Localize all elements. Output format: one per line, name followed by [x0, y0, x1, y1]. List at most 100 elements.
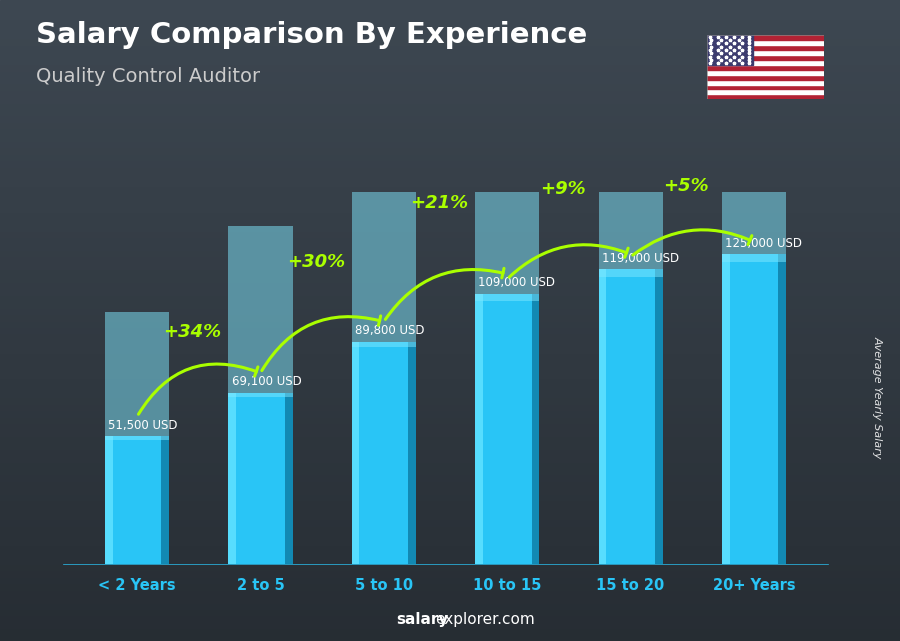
Bar — [0, 513, 900, 519]
Bar — [0, 622, 900, 628]
Bar — [0, 500, 900, 506]
Bar — [0, 577, 900, 583]
Bar — [655, 269, 662, 564]
Bar — [0, 385, 900, 391]
Bar — [0, 263, 900, 269]
Text: 119,000 USD: 119,000 USD — [602, 252, 679, 265]
Bar — [722, 254, 786, 564]
Bar — [0, 38, 900, 45]
Bar — [0, 301, 900, 308]
Bar — [0, 468, 900, 474]
Bar — [0, 218, 900, 224]
Bar — [0, 526, 900, 532]
Bar — [352, 124, 416, 347]
Bar — [0, 186, 900, 192]
Bar — [598, 269, 607, 564]
Bar — [0, 179, 900, 186]
Text: 51,500 USD: 51,500 USD — [108, 419, 177, 432]
Bar — [0, 314, 900, 320]
Bar — [0, 83, 900, 90]
Bar — [0, 397, 900, 404]
Text: +21%: +21% — [410, 194, 468, 212]
Bar — [0, 564, 900, 570]
Text: 69,100 USD: 69,100 USD — [231, 376, 302, 388]
Bar — [532, 294, 539, 564]
Bar — [0, 635, 900, 641]
Text: Salary Comparison By Experience: Salary Comparison By Experience — [36, 21, 587, 49]
Bar — [229, 226, 292, 397]
Bar — [0, 410, 900, 417]
Bar — [0, 115, 900, 122]
Bar — [0, 615, 900, 622]
Bar — [105, 437, 169, 564]
Text: +34%: +34% — [164, 323, 221, 341]
Bar — [0, 487, 900, 494]
Bar — [0, 90, 900, 96]
Bar — [0, 372, 900, 378]
Bar — [0, 26, 900, 32]
Bar — [0, 506, 900, 513]
Bar — [0, 359, 900, 365]
Bar — [722, 0, 786, 262]
Bar — [352, 342, 359, 564]
Bar — [706, 60, 824, 65]
Bar — [0, 96, 900, 103]
Bar — [161, 437, 169, 564]
Bar — [0, 276, 900, 282]
Text: salary: salary — [396, 612, 448, 627]
Bar — [706, 90, 824, 94]
Bar — [0, 462, 900, 468]
Bar — [0, 417, 900, 423]
Bar — [0, 404, 900, 410]
Bar — [0, 340, 900, 346]
Bar — [0, 244, 900, 250]
Bar — [284, 393, 292, 564]
Bar — [0, 77, 900, 83]
Bar — [0, 346, 900, 353]
Bar — [0, 58, 900, 64]
Bar — [0, 154, 900, 160]
Bar — [0, 128, 900, 135]
Bar — [0, 583, 900, 590]
Text: 125,000 USD: 125,000 USD — [725, 237, 802, 250]
Bar — [0, 603, 900, 609]
Text: explorer.com: explorer.com — [436, 612, 536, 627]
Bar — [0, 160, 900, 167]
Bar — [0, 71, 900, 77]
Bar — [0, 320, 900, 327]
Bar — [0, 551, 900, 558]
Bar — [0, 6, 900, 13]
Bar — [0, 545, 900, 551]
Bar — [0, 32, 900, 38]
Bar — [229, 393, 292, 564]
Bar — [0, 45, 900, 51]
Bar — [0, 391, 900, 397]
Bar — [0, 365, 900, 372]
Bar — [706, 65, 824, 70]
Bar — [0, 199, 900, 205]
Bar — [0, 212, 900, 218]
Bar — [722, 254, 730, 564]
Bar — [0, 231, 900, 237]
Bar — [0, 109, 900, 115]
Text: Average Yearly Salary: Average Yearly Salary — [872, 336, 883, 459]
Bar — [0, 532, 900, 538]
Bar — [0, 538, 900, 545]
Bar — [0, 327, 900, 333]
Bar — [0, 596, 900, 603]
Bar — [0, 256, 900, 263]
Bar — [706, 50, 824, 55]
Bar — [706, 94, 824, 99]
Bar — [0, 173, 900, 179]
Bar — [0, 308, 900, 314]
Bar — [706, 79, 824, 85]
Text: Quality Control Auditor: Quality Control Auditor — [36, 67, 260, 87]
Bar — [706, 85, 824, 90]
Bar — [0, 449, 900, 455]
Bar — [0, 205, 900, 212]
Bar — [0, 167, 900, 173]
Text: +5%: +5% — [663, 177, 709, 195]
Bar — [0, 295, 900, 301]
Bar — [0, 0, 900, 6]
Bar — [0, 19, 900, 26]
